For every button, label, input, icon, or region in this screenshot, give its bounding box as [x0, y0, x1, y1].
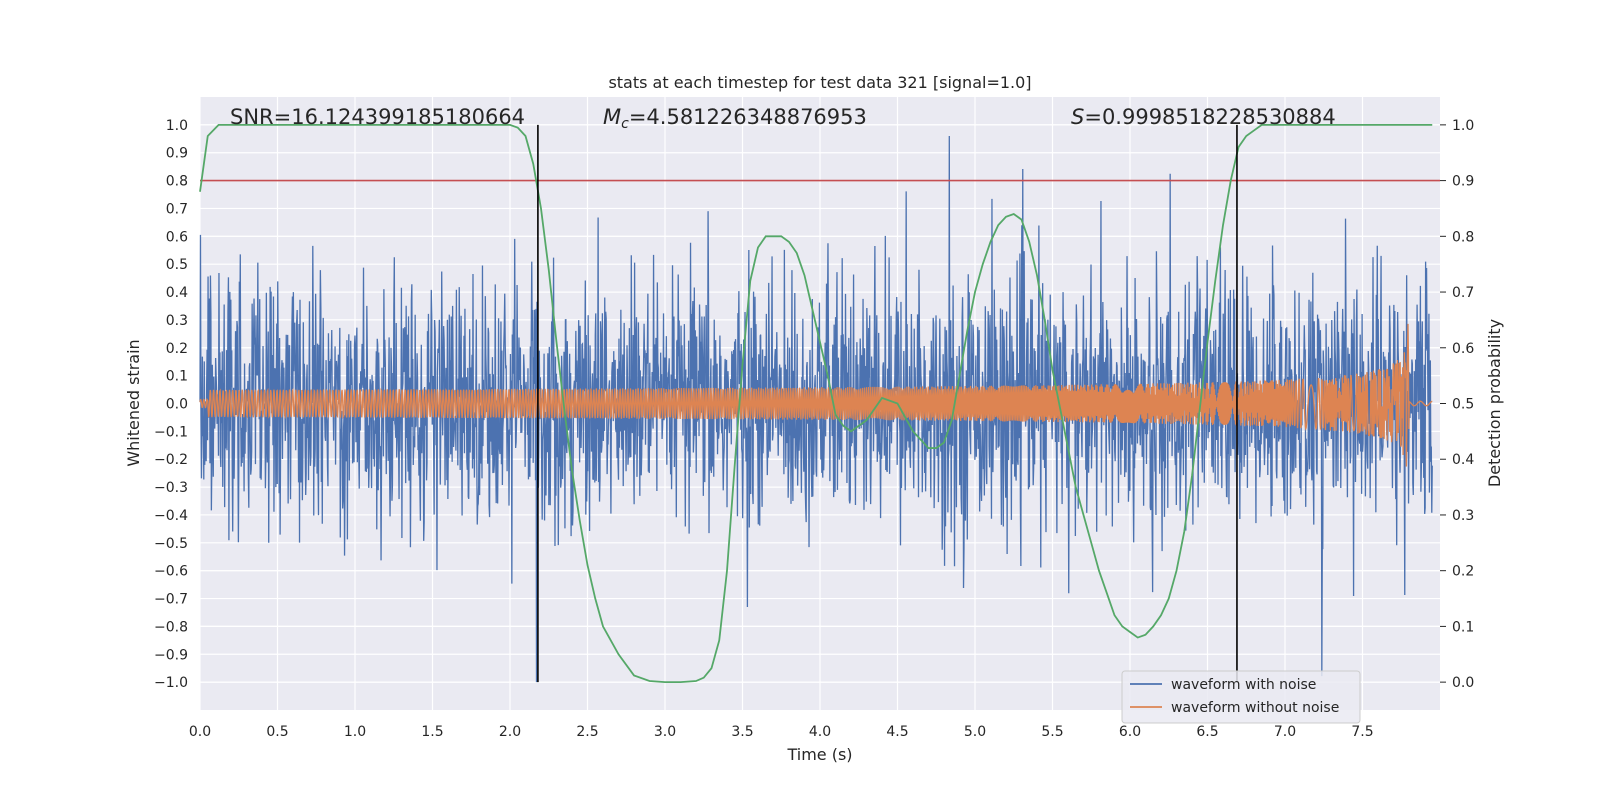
- y-right-tick-label: 0.2: [1452, 564, 1474, 580]
- y-right-tick-label: 0.8: [1452, 229, 1474, 245]
- y-right-tick-label: 0.1: [1452, 619, 1474, 635]
- detection-score-symbol: S: [1071, 105, 1084, 129]
- y-right-tick-label: 1.0: [1452, 118, 1474, 134]
- y-right-tick-label: 0.7: [1452, 285, 1474, 301]
- y-left-tick-label: −0.9: [154, 647, 188, 663]
- x-tick-label: 6.5: [1196, 724, 1218, 740]
- x-tick-label: 1.0: [344, 724, 366, 740]
- y-left-axis-label: Whitened strain: [124, 339, 143, 466]
- detection-markers: [537, 124, 1238, 683]
- x-tick-label: 2.5: [576, 724, 598, 740]
- x-tick-label: 2.0: [499, 724, 521, 740]
- chart-title: stats at each timestep for test data 321…: [608, 73, 1031, 92]
- x-tick-label: 7.0: [1274, 724, 1296, 740]
- legend-label-clean: waveform without noise: [1171, 700, 1339, 716]
- legend: waveform with noise waveform without noi…: [1121, 670, 1361, 724]
- y-left-tick-label: 0.0: [166, 397, 188, 413]
- y-right-tick-label: 0.6: [1452, 341, 1474, 357]
- detection-probability-line: [199, 123, 1433, 684]
- y-right-tick-label: 0.4: [1452, 452, 1474, 468]
- y-left-tick-label: 1.0: [166, 118, 188, 134]
- y-left-axis-ticks: 1.0 0.9 0.8 0.7 0.6 0.5 0.4 0.3 0.2 0.1 0.0 −0.1 −0.…: [154, 118, 188, 691]
- y-right-tick-label: 0.0: [1452, 675, 1474, 691]
- y-right-axis-label: Detection probability: [1485, 319, 1504, 487]
- y-left-tick-label: 0.4: [166, 285, 188, 301]
- y-left-tick-label: −0.6: [154, 564, 188, 580]
- legend-label-noisy: waveform with noise: [1171, 677, 1316, 693]
- y-left-tick-label: −0.2: [154, 452, 188, 468]
- series-waveform-without-noise: [199, 323, 1433, 467]
- y-left-tick-label: −0.7: [154, 592, 188, 608]
- x-tick-label: 0.0: [189, 724, 211, 740]
- y-left-tick-label: −0.1: [154, 424, 188, 440]
- y-right-tick-label: 0.9: [1452, 174, 1474, 190]
- y-right-tick-label: 0.3: [1452, 508, 1474, 524]
- series-detection-probability: [199, 123, 1433, 684]
- x-tick-label: 5.5: [1041, 724, 1063, 740]
- x-tick-label: 4.5: [886, 724, 908, 740]
- y-left-tick-label: 0.1: [166, 369, 188, 385]
- x-tick-label: 3.5: [731, 724, 753, 740]
- x-axis-label: Time (s): [786, 745, 852, 764]
- y-left-tick-label: −0.5: [154, 536, 188, 552]
- chirp-mass-symbol: M: [603, 105, 621, 129]
- detection-score-annotation: S=0.9998518228530884: [1071, 105, 1336, 129]
- y-left-tick-label: −0.8: [154, 619, 188, 635]
- y-left-tick-label: 0.6: [166, 229, 188, 245]
- chirp-mass-value: =4.581226348876953: [629, 105, 867, 129]
- x-tick-label: 7.5: [1351, 724, 1373, 740]
- chirp-mass-subscript: c: [621, 116, 629, 132]
- y-left-tick-label: 0.2: [166, 341, 188, 357]
- y-left-tick-label: −1.0: [154, 675, 188, 691]
- x-tick-label: 6.0: [1119, 724, 1141, 740]
- x-tick-label: 4.0: [809, 724, 831, 740]
- x-tick-label: 5.0: [964, 724, 986, 740]
- legend-box: [1121, 670, 1361, 724]
- y-left-tick-label: 0.5: [166, 257, 188, 273]
- x-axis-ticks: 0.0 0.5 1.0 1.5 2.0 2.5 3.0 3.5 4.0 4.5 5.0 5.5 6.0 6…: [189, 724, 1374, 740]
- y-left-tick-label: 0.3: [166, 313, 188, 329]
- chirp-mass-annotation: Mc=4.581226348876953: [603, 105, 867, 132]
- y-left-tick-label: 0.8: [166, 174, 188, 190]
- x-tick-label: 0.5: [266, 724, 288, 740]
- x-tick-label: 3.0: [654, 724, 676, 740]
- snr-annotation: SNR=16.124399185180664: [230, 105, 525, 129]
- clean-waveform-line: [199, 323, 1433, 467]
- y-left-tick-label: 0.7: [166, 201, 188, 217]
- y-left-tick-label: −0.4: [154, 508, 188, 524]
- x-tick-label: 1.5: [421, 724, 443, 740]
- y-left-tick-label: −0.3: [154, 480, 188, 496]
- y-left-tick-label: 0.9: [166, 146, 188, 162]
- detection-score-value: =0.9998518228530884: [1084, 105, 1335, 129]
- y-right-tick-label: 0.5: [1452, 397, 1474, 413]
- y-right-axis-ticks: 1.0 0.9 0.8 0.7 0.6 0.5 0.4 0.3 0.2 0.1 0.0: [1440, 118, 1474, 691]
